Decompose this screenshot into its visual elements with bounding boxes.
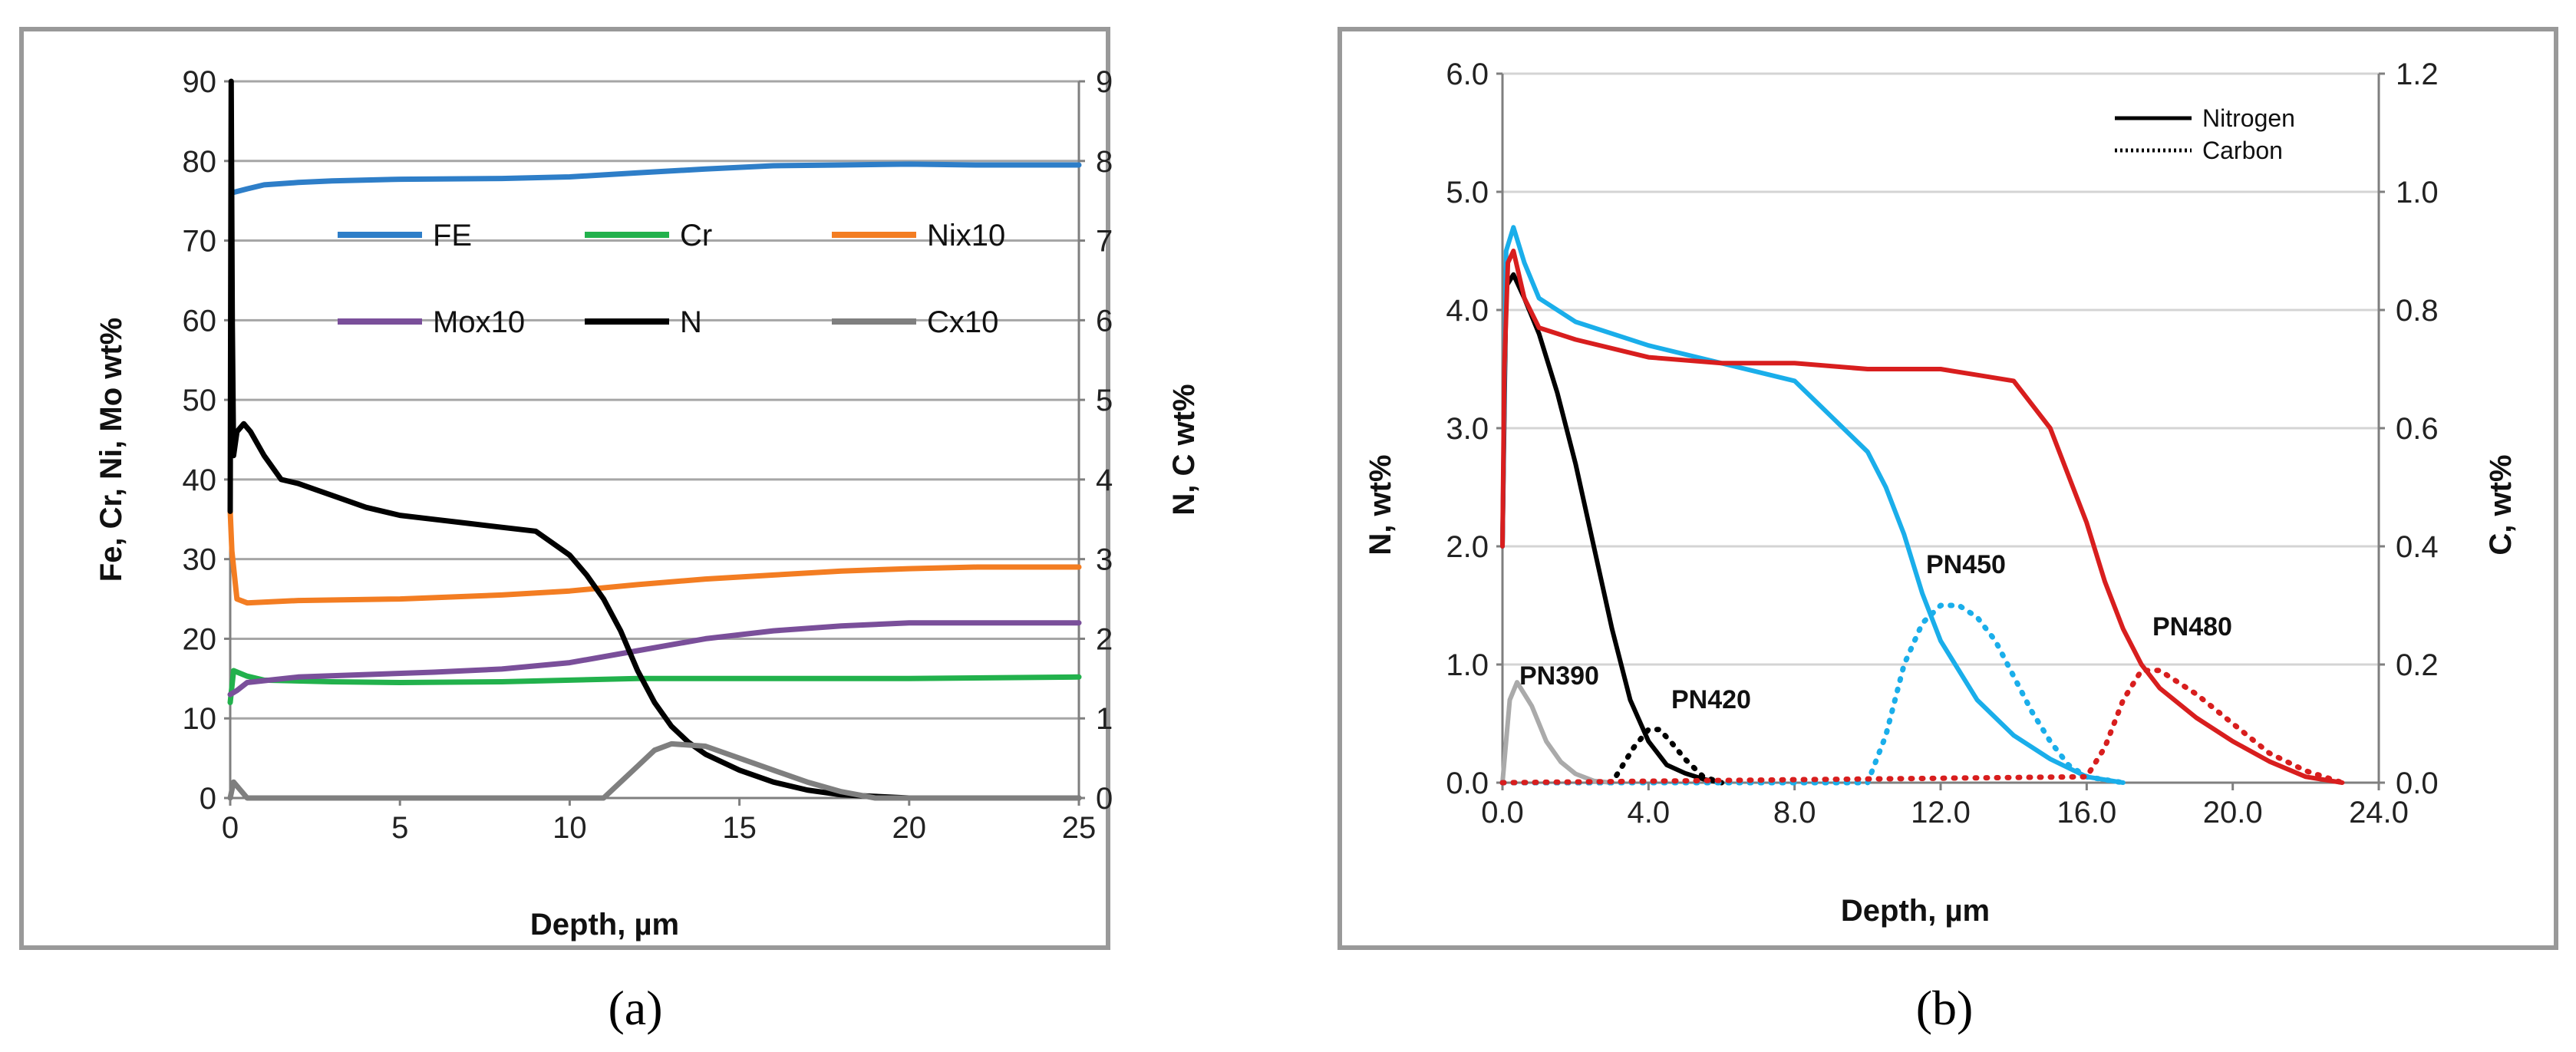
panel-b-x-label: Depth, µm [1841,894,1990,928]
annotation-pn390: PN390 [1519,661,1599,691]
panel-b-x-tick: 16.0 [2057,796,2116,829]
panel-b-ticks: 0.0 1.0 2.0 3.0 4.0 5.0 6.0 0.0 0.2 0.4 0.6 0.8 1.0 1… [1446,58,2438,829]
panel-a-y-left-tick: 70 [183,225,217,259]
panel-b-gridlines [1502,72,2379,666]
series-line-pn480-carbon [1499,668,2345,786]
panel-b-x-tick: 8.0 [1773,796,1816,829]
legend-label-cx10: Cx10 [927,305,998,339]
panel-a-y-right-tick: 3 [1096,543,1113,577]
panel-a-frame [19,27,1110,950]
legend-label-nitrogen: Nitrogen [2202,104,2295,132]
series-line-n [227,78,1082,801]
panel-a-y-left-tick: 80 [183,145,217,179]
panel-b-x-tick: 4.0 [1628,796,1671,829]
panel-b-x-tick: 12.0 [1911,796,1971,829]
panel-a-x-tick: 10 [552,811,587,845]
panel-a-y-right-tick: 6 [1096,304,1113,338]
panel-a-y-right-tick: 0 [1096,782,1113,816]
legend-label-nix10: Nix10 [927,219,1005,252]
panel-b-y-left-tick: 1.0 [1446,648,1489,682]
panel-a-x-tick: 20 [892,811,927,845]
series-line-cr [227,668,1082,705]
panel-a-y-right-tick: 7 [1096,225,1113,259]
series-line-cx10 [227,740,1082,801]
panel-b-y-right-tick: 1.0 [2396,176,2439,209]
legend-label-fe: FE [433,219,472,252]
panel-a-y-left-tick: 90 [183,65,217,99]
legend-label-cr: Cr [680,219,712,252]
panel-b-series [1499,225,2345,786]
panel-a-y-right-tick: 1 [1096,702,1113,736]
panel-b-x-tick: 0.0 [1481,796,1524,829]
series-line-pn390-carbon [1500,680,1615,785]
annotation-pn420: PN420 [1671,685,1751,714]
panel-a-x-tick: 25 [1062,811,1097,845]
panel-a-series [227,78,1082,801]
panel-a-y-left-tick: 60 [183,304,217,338]
panel-a-y-right-tick: 9 [1096,65,1113,99]
series-line-nix10 [227,508,1082,606]
panel-a-y-left-tick: 10 [183,702,217,736]
panel-a-x-label: Depth, µm [530,908,679,942]
panel-a-y-right-tick: 4 [1096,463,1113,497]
panel-b-frame [1337,27,2558,950]
panel-b-x-tick: 24.0 [2349,796,2409,829]
panel-b-y-left-label: N, wt% [1364,454,1397,555]
series-line-pn420-carbon [1499,727,1724,786]
panel-a-y-left-label: Fe, Cr, Ni, Mo wt% [94,318,128,582]
panel-b-y-right-tick: 0.8 [2396,294,2439,328]
panel-b-x-tick: 20.0 [2203,796,2263,829]
panel-a-y-left-tick: 40 [183,463,217,497]
panel-b-y-left-tick: 0.0 [1446,767,1489,800]
panel-a-x-tick: 0 [222,811,239,845]
panel-a-y-right-label: N, C wt% [1167,384,1201,515]
panel-a-x-tick: 5 [391,811,408,845]
series-line-pn450-nitrogen [1500,225,2126,785]
panel-b-legend: Nitrogen Carbon [2115,104,2295,164]
panel-b-y-right-tick: 1.2 [2396,58,2439,91]
panel-b-y-right-tick: 0.6 [2396,412,2439,446]
panel-b-y-left-tick: 4.0 [1446,294,1489,328]
panel-a-y-right-tick: 2 [1096,622,1113,656]
series-line-fe [229,161,1082,196]
panel-a-x-tick: 15 [722,811,757,845]
series-line-pn480-nitrogen [1500,249,2345,785]
panel-a-y-left-tick: 0 [200,782,216,816]
series-line-pn420-nitrogen [1500,272,1724,785]
series-line-pn450-carbon [1499,602,2126,786]
panel-a-y-left-tick: 30 [183,543,217,577]
panel-b-y-right-label: C, wt% [2484,454,2518,555]
panel-b-caption: (b) [1916,981,1974,1035]
legend-label-mox10: Mox10 [433,305,525,339]
legend-label-carbon: Carbon [2202,137,2283,164]
panel-b-y-left-tick: 5.0 [1446,176,1489,209]
panel-b-y-left-tick: 3.0 [1446,412,1489,446]
annotation-pn480: PN480 [2152,612,2232,641]
panel-b-y-left-tick: 6.0 [1446,58,1489,91]
annotation-pn450: PN450 [1926,550,2006,579]
panel-a-y-right-tick: 8 [1096,145,1113,179]
panel-b-y-right-tick: 0.4 [2396,530,2439,564]
panel-b-y-right-tick: 0.2 [2396,648,2439,682]
panel-b-y-right-tick: 0.0 [2396,767,2439,800]
panel-a-legend: FE Cr Nix10 Mox10 N Cx10 [338,219,1005,339]
panel-a-y-left-tick: 50 [183,384,217,417]
panel-b-y-left-tick: 2.0 [1446,530,1489,564]
panel-a-y-left-tick: 20 [183,622,217,656]
legend-label-n: N [680,305,702,339]
panel-a-caption: (a) [608,981,662,1035]
panel-a-y-right-tick: 5 [1096,384,1113,417]
series-line-mox10 [227,620,1082,697]
